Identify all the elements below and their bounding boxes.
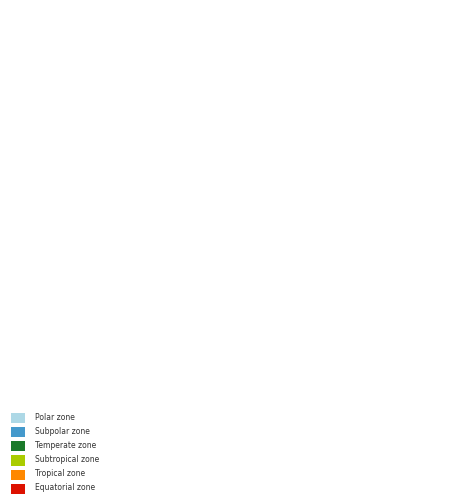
Bar — [11, 413, 25, 423]
Text: Polar zone: Polar zone — [35, 412, 75, 422]
Bar — [11, 441, 25, 452]
Bar — [11, 427, 25, 437]
Text: Tropical zone: Tropical zone — [35, 469, 85, 478]
Bar — [11, 456, 25, 466]
Text: Subpolar zone: Subpolar zone — [35, 426, 90, 436]
Text: Temperate zone: Temperate zone — [35, 441, 96, 450]
Text: Equatorial zone: Equatorial zone — [35, 484, 95, 492]
Bar — [11, 484, 25, 494]
Text: Subtropical zone: Subtropical zone — [35, 455, 100, 464]
Bar — [11, 470, 25, 480]
